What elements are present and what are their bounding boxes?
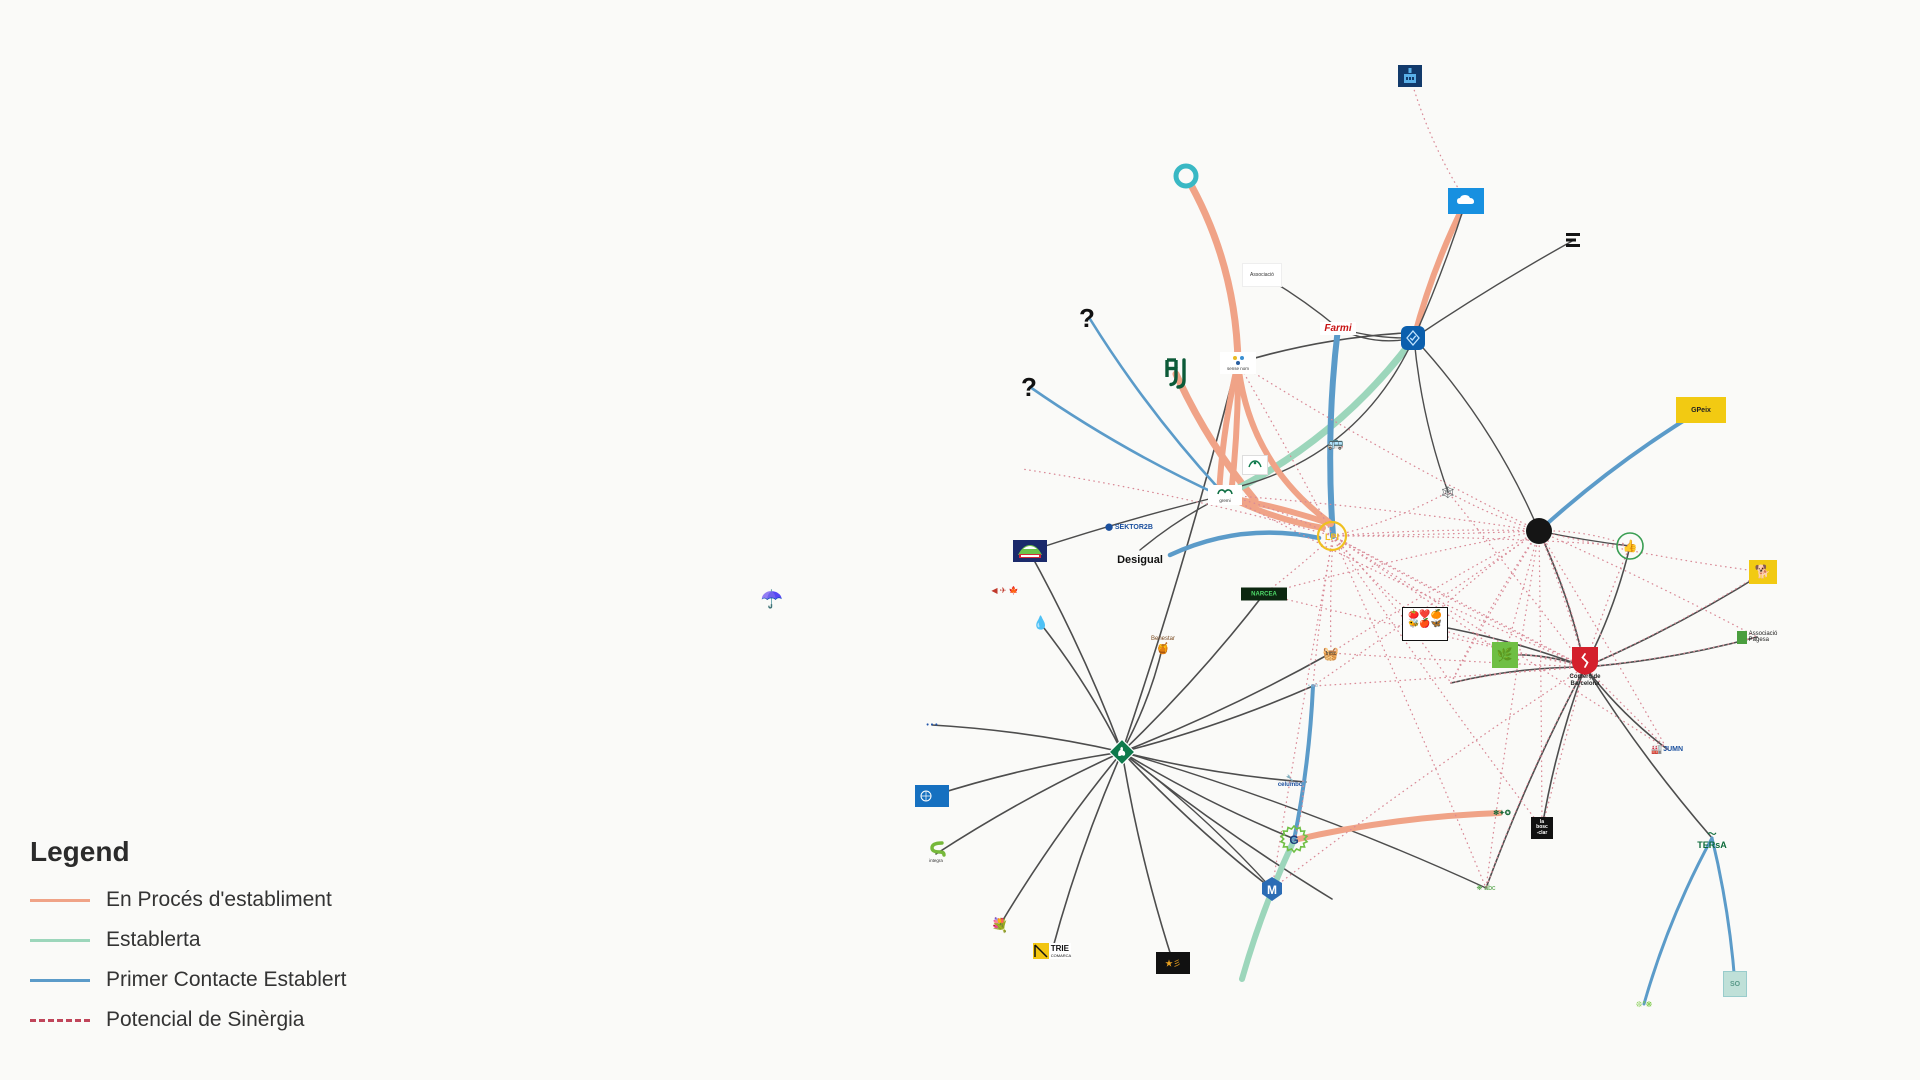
svg-text:👍: 👍 [1623,539,1638,553]
svg-text:M: M [1267,883,1277,897]
svg-text:LPI: LPI [1325,532,1339,542]
svg-text:G: G [1289,833,1298,847]
